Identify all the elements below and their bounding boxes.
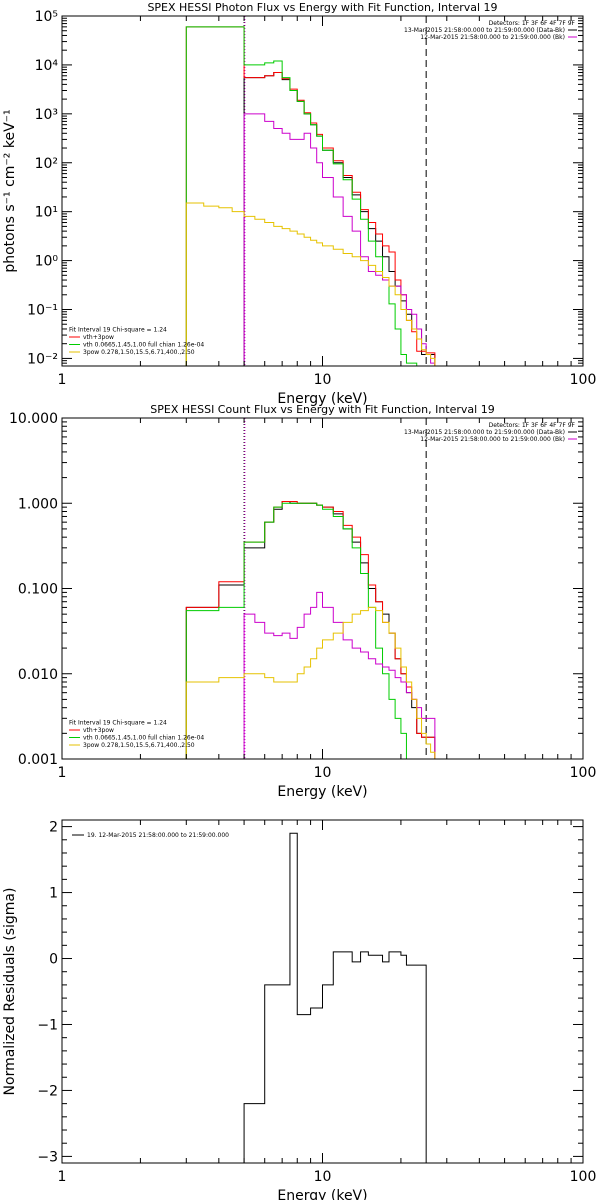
series-data-bk — [185, 500, 436, 759]
y-tick-label: 2 — [49, 820, 58, 836]
y-tick-label: 10³ — [35, 107, 58, 123]
y-tick-label: 10⁴ — [35, 58, 59, 74]
x-tick-label: 10 — [314, 765, 332, 781]
y-axis-label: photons s⁻¹ cm⁻² keV⁻¹ — [2, 109, 18, 272]
y-tick-label: 0 — [49, 952, 58, 968]
legend-entry: Detectors: 1F 3F 6F 4F 7F 9F — [489, 422, 576, 429]
y-tick-label: 0.010 — [18, 667, 58, 683]
x-tick-label: 1 — [58, 372, 67, 388]
series-vth-3pow — [185, 500, 436, 759]
y-tick-label: 1 — [49, 886, 58, 902]
x-axis-label: Energy (keV) — [277, 391, 367, 407]
chart-resid: 1 10 100 −3 −2 −1 0 1 2 Energy (keV) Normalized Re… — [2, 819, 597, 1204]
x-tick-label: 100 — [570, 765, 597, 781]
legend-entry: vth+3pow — [83, 727, 114, 734]
y-tick-label: 10² — [35, 156, 58, 172]
legend-entry: Fit Interval 19 Chi-square = 1.24 — [69, 327, 167, 334]
legend-entry: 3pow 0.278,1.50,15.5,6.71,400.,2.50 — [83, 742, 195, 749]
legend-entry: 12-Mar-2015 21:58:00.000 to 21:59:00.000… — [420, 436, 565, 443]
legend-entry: 3pow 0.278,1.50,15.5,6.71,400.,2.50 — [83, 349, 195, 356]
x-tick-label: 100 — [570, 372, 597, 388]
legend-entry: 13-Mar-2015 21:58:00.000 to 21:59:00.000… — [404, 27, 565, 34]
y-tick-label: 0.001 — [18, 752, 58, 768]
x-tick-label: 1 — [58, 765, 67, 781]
x-tick-label: 10 — [314, 372, 332, 388]
legend-entry: vth 0.0665,1.45,1.00 full chian 1.26e-04 — [83, 342, 204, 349]
series-3pow — [185, 606, 436, 759]
y-tick-label: 10⁻¹ — [27, 303, 58, 319]
y-tick-label: 0.100 — [18, 582, 58, 598]
x-tick-label: 10 — [314, 1169, 332, 1185]
y-tick-label: 1.000 — [18, 496, 58, 512]
x-tick-label: 1 — [58, 1169, 67, 1185]
plot-frame — [61, 15, 584, 367]
chart-title: SPEX HESSI Photon Flux vs Energy with Fi… — [147, 1, 497, 14]
chart-count: 1 10 100 0.001 0.010 0.100 1.000 10.000 SPEX HES… — [9, 403, 596, 800]
legend-entry: vth+3pow — [83, 334, 114, 341]
y-tick-label: −1 — [37, 1017, 58, 1033]
y-tick-label: 10.000 — [9, 411, 58, 427]
chart-photon: 1 10 100 10⁻² 10⁻¹ 10⁰ 10¹ 10² 10³ 10⁴ 10⁵ SPEX HES… — [2, 1, 596, 407]
legend-entry: Detectors: 1F 3F 6F 4F 7F 9F — [489, 20, 576, 27]
plot-frame — [61, 417, 584, 760]
y-tick-label: 10¹ — [35, 205, 58, 221]
chart-title: SPEX HESSI Count Flux vs Energy with Fit… — [150, 403, 494, 416]
legend-entry: 19. 12-Mar-2015 21:58:00.000 to 21:59:00… — [87, 832, 229, 839]
y-tick-label: 10⁻² — [27, 351, 58, 367]
y-tick-label: 10⁰ — [35, 254, 59, 270]
series-data-bk — [243, 71, 436, 366]
x-axis-label: Energy (keV) — [277, 784, 367, 800]
series-vth-3pow — [185, 26, 436, 366]
x-axis-label: Energy (keV) — [277, 1188, 367, 1200]
y-tick-label: 10⁵ — [35, 9, 58, 25]
series-residuals — [243, 832, 427, 1163]
legend-entry: 12-Mar-2015 21:58:00.000 to 21:59:00.000… — [420, 34, 565, 41]
x-tick-label: 100 — [570, 1169, 597, 1185]
series-vth — [185, 502, 436, 759]
series-bk — [243, 113, 436, 366]
legend-entry: Fit Interval 19 Chi-square = 1.24 — [69, 720, 167, 727]
y-axis-label: Normalized Residuals (sigma) — [2, 888, 18, 1096]
series-3pow — [185, 202, 436, 366]
legend-entry: vth 0.0665,1.45,1.00 full chian 1.26e-04 — [83, 735, 204, 742]
series-vth — [185, 26, 436, 366]
y-tick-label: −3 — [37, 1149, 58, 1165]
y-tick-label: −2 — [37, 1083, 58, 1099]
legend-entry: 13-Mar-2015 21:58:00.000 to 21:59:00.000… — [404, 429, 565, 436]
